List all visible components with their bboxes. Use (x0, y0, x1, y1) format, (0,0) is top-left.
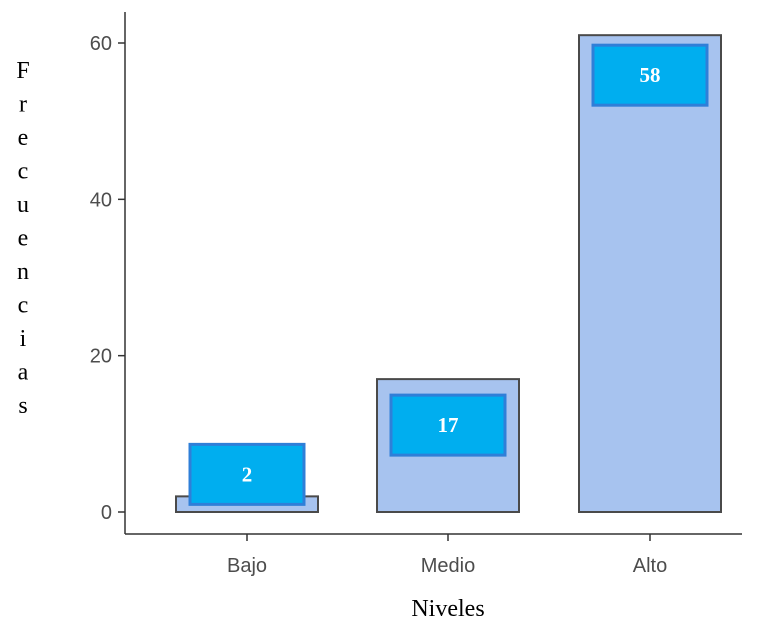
data-label: 2 (242, 462, 253, 486)
data-label-box (591, 43, 709, 107)
y-tick-label: 20 (90, 346, 112, 368)
x-axis-title: Niveles (411, 596, 484, 622)
x-tick-label: Medio (421, 555, 475, 577)
data-labels: 2 17 58 (188, 43, 709, 506)
data-label: 17 (438, 413, 459, 437)
x-ticks: Bajo Medio Alto (227, 534, 667, 577)
data-label-box (389, 393, 507, 457)
y-ticks: 0 20 40 60 (90, 33, 125, 524)
y-tick-label: 0 (101, 502, 112, 524)
x-tick-label: Bajo (227, 555, 267, 577)
x-tick-label: Alto (633, 555, 667, 577)
data-label: 58 (640, 63, 661, 87)
y-tick-label: 60 (90, 33, 112, 55)
data-label-box (188, 442, 306, 506)
y-axis: 0 20 40 60 (90, 12, 126, 534)
bar-alto (578, 34, 722, 514)
x-axis: Bajo Medio Alto (125, 533, 742, 577)
y-tick-label: 40 (90, 189, 112, 211)
